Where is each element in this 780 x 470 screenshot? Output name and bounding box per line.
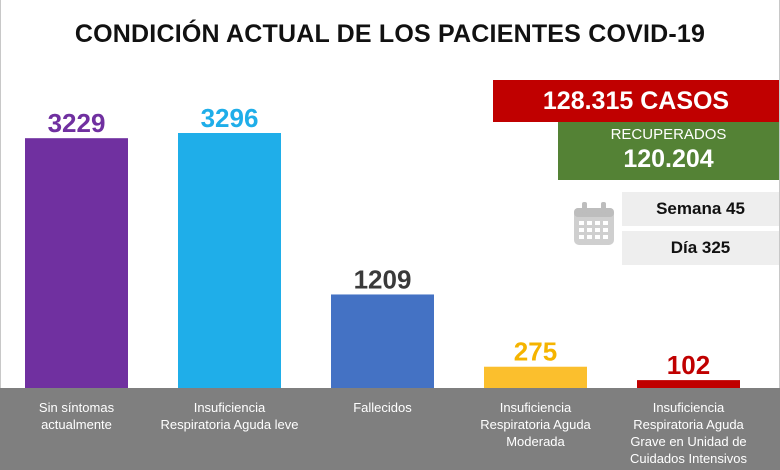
category-label-0: Sin síntomas actualmente	[39, 400, 115, 432]
week-label: Semana 45	[622, 192, 779, 226]
data-label-1: 3296	[201, 103, 259, 133]
bar-3	[484, 366, 587, 388]
day-label: Día 325	[622, 231, 779, 265]
data-label-4: 102	[667, 350, 710, 380]
category-label-4: Insuficiencia Respiratoria Aguda Grave en …	[630, 400, 748, 466]
bar-1	[178, 133, 281, 388]
x-axis-band	[0, 388, 780, 470]
bar-0	[25, 138, 128, 388]
total-cases-badge: 128.315 CASOS	[493, 80, 779, 122]
recovered-label: RECUPERADOS	[610, 126, 727, 143]
data-label-3: 275	[514, 337, 557, 367]
data-label-2: 1209	[354, 264, 412, 294]
bar-2	[331, 294, 434, 388]
category-label-2: Fallecidos	[353, 400, 412, 415]
chart-title: CONDICIÓN ACTUAL DE LOS PACIENTES COVID-…	[74, 20, 706, 48]
data-label-0: 3229	[48, 108, 106, 138]
recovered-badge: RECUPERADOS 120.204	[558, 122, 779, 180]
bar-4	[637, 380, 740, 388]
calendar-icon	[574, 202, 614, 245]
category-label-1: Insuficiencia Respiratoria Aguda leve	[160, 400, 298, 432]
recovered-value: 120.204	[623, 145, 714, 173]
category-label-3: Insuficiencia Respiratoria Aguda Moderada	[480, 400, 591, 449]
